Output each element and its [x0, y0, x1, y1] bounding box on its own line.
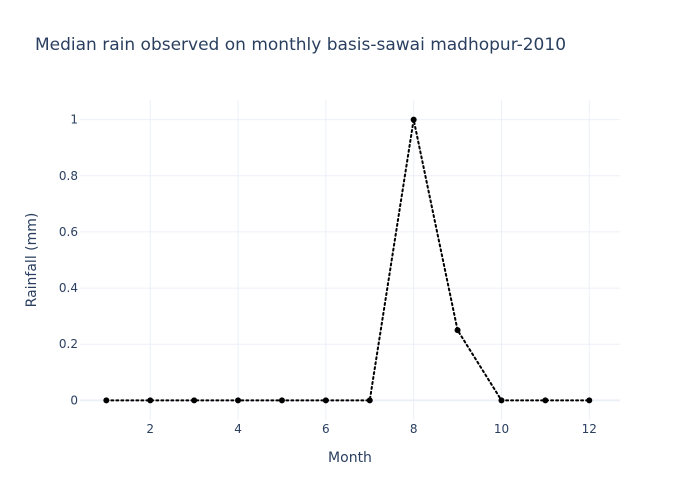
data-point — [278, 397, 285, 404]
data-point — [586, 397, 593, 404]
x-tick-label: 6 — [322, 422, 330, 436]
y-tick-label: 0.4 — [59, 281, 78, 295]
y-tick-label: 0.6 — [59, 225, 78, 239]
y-tick-label: 0.2 — [59, 337, 78, 351]
x-tick-label: 12 — [582, 422, 597, 436]
x-axis-label: Month — [328, 450, 372, 466]
x-tick-label: 4 — [234, 422, 242, 436]
x-tick-labels: 2 4 6 8 10 12 — [146, 422, 596, 436]
grid-layer — [80, 100, 620, 420]
data-point — [454, 327, 461, 334]
x-tick-label: 10 — [494, 422, 509, 436]
data-point — [498, 397, 505, 404]
data-point — [542, 397, 549, 404]
data-point — [410, 116, 417, 123]
series-layer — [103, 116, 593, 404]
data-point — [235, 397, 242, 404]
y-tick-label: 0.8 — [59, 169, 78, 183]
y-tick-labels: 0 0.2 0.4 0.6 0.8 1 — [59, 113, 78, 408]
data-point — [147, 397, 154, 404]
data-point — [191, 397, 198, 404]
y-axis-label: Rainfall (mm) — [24, 213, 40, 308]
series-line — [105, 119, 591, 402]
data-point — [366, 397, 373, 404]
x-tick-label: 8 — [410, 422, 418, 436]
x-tick-label: 2 — [146, 422, 154, 436]
data-point — [322, 397, 329, 404]
chart-title: Median rain observed on monthly basis-sa… — [35, 35, 566, 55]
data-point — [103, 397, 110, 404]
y-tick-label: 0 — [70, 393, 78, 407]
y-tick-label: 1 — [70, 113, 78, 127]
